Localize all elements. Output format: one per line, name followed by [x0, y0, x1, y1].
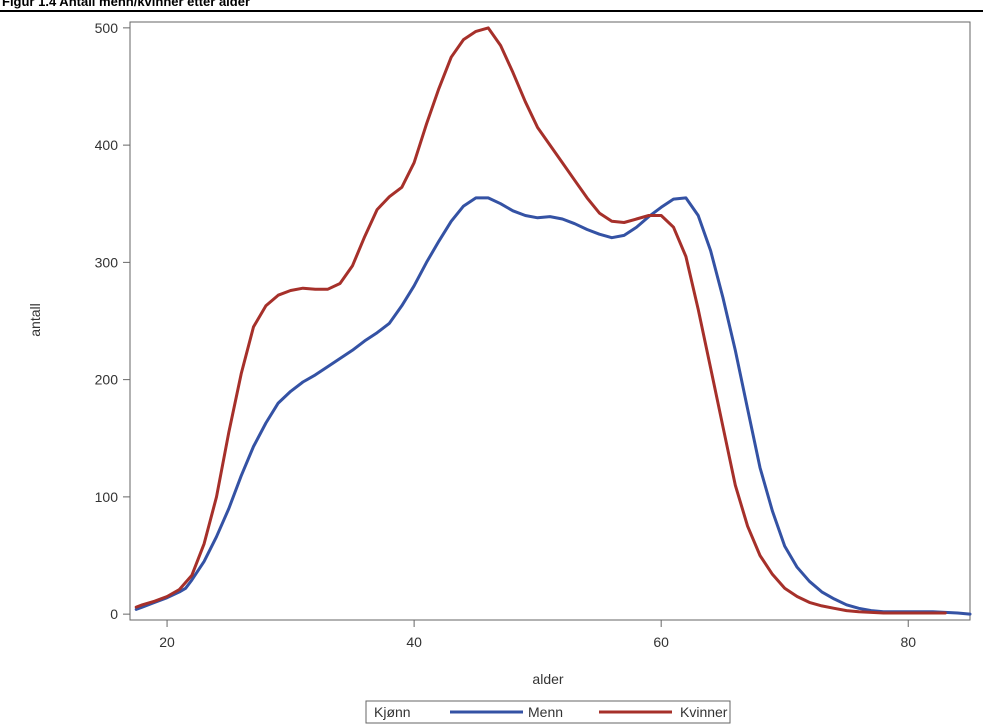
legend-label-menn: Menn	[528, 704, 563, 720]
y-tick-label: 300	[95, 254, 119, 270]
y-tick-label: 100	[95, 489, 119, 505]
plot-frame	[129, 21, 971, 621]
y-tick-label: 0	[110, 606, 118, 622]
series-layer	[134, 26, 972, 616]
figure-header: Figur 1.4 Antall menn/kvinner etter alde…	[0, 0, 983, 12]
series-line-kvinner	[134, 26, 947, 615]
y-tick-label: 400	[95, 137, 119, 153]
header-rule	[0, 10, 983, 12]
y-axis-label: antall	[27, 303, 43, 336]
legend-box	[365, 700, 731, 724]
x-tick-label: 40	[406, 634, 422, 650]
plot-area-border	[129, 21, 971, 621]
x-axis: 20 40 60 80	[159, 620, 916, 650]
legend-label-kvinner: Kvinner	[680, 704, 728, 720]
x-tick-label: 80	[900, 634, 916, 650]
y-axis: 0 100 200 300 400 500	[95, 20, 130, 622]
y-tick-label: 200	[95, 372, 119, 388]
legend-title: Kjønn	[374, 704, 411, 720]
y-tick-label: 500	[95, 20, 119, 36]
x-tick-label: 60	[653, 634, 669, 650]
legend: Kjønn Menn Kvinner	[365, 700, 731, 724]
x-tick-label: 20	[159, 634, 175, 650]
figure-title: Figur 1.4 Antall menn/kvinner etter alde…	[2, 0, 251, 9]
series-line-menn	[134, 196, 972, 616]
x-axis-label: alder	[532, 671, 563, 687]
